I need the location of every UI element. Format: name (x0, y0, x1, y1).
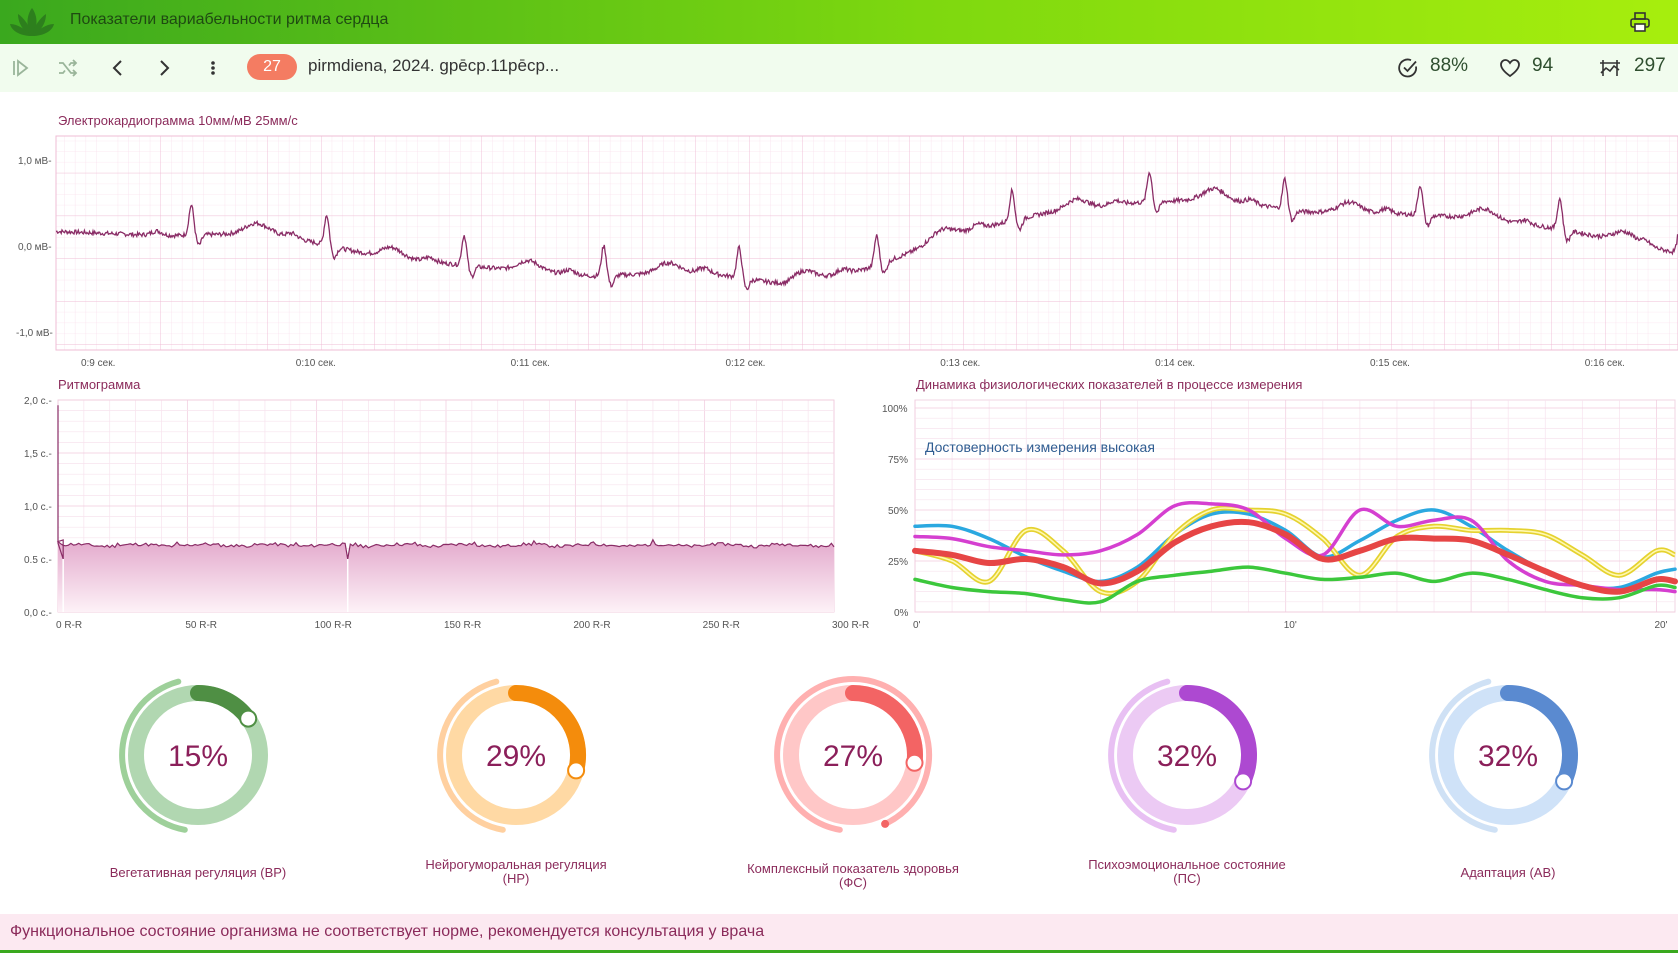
shuffle-icon[interactable] (56, 56, 80, 80)
gauge-knob (567, 761, 586, 780)
gauge-value-arc (508, 685, 586, 779)
dynamics-y-tick: 0% (894, 608, 909, 619)
intervals-count-value: 297 (1634, 55, 1666, 76)
status-bar: Функциональное состояние организма не со… (0, 914, 1678, 950)
rhythm-y-tick: 2,0 с.- (24, 396, 52, 407)
rhythm-x-tick: 50 R-R (185, 620, 217, 631)
gauge: 15% (108, 665, 288, 845)
gauge-label: Адаптация (АВ) (1358, 866, 1658, 880)
gauge-label: Вегетативная регуляция (ВР) (48, 866, 348, 880)
ecg-chart: 1,0 мВ- 0,0 мВ- -1,0 мВ- 0:9 сек. 0:10 се… (16, 135, 1678, 369)
heart-rate-value: 94 (1532, 55, 1554, 76)
ecg-y-ticks: 1,0 мВ- 0,0 мВ- -1,0 мВ- (16, 156, 53, 339)
gauge: 32% (1097, 665, 1277, 845)
ecg-y-tick-0: 0,0 мВ- (18, 242, 52, 253)
more-vertical-icon[interactable] (201, 56, 225, 80)
heart-icon (1500, 59, 1520, 78)
rhythm-y-tick: 1,5 с.- (24, 449, 52, 460)
play-step-icon[interactable] (8, 56, 32, 80)
frame-icon (1600, 60, 1620, 76)
dynamics-chart: 100% 75% 50% 25% 0% 0' 10' 20' Достоверность и… (882, 399, 1678, 631)
ecg-x-tick: 0:12 сек. (725, 358, 765, 369)
ecg-y-tick-1: 1,0 мВ- (18, 156, 52, 167)
gauge-percent: 15% (168, 740, 228, 773)
gauge-knob (1234, 772, 1253, 791)
ecg-x-tick: 0:10 сек. (296, 358, 336, 369)
gauge-knob (905, 753, 924, 772)
dynamics-x-tick: 10' (1284, 620, 1297, 631)
ecg-x-tick: 0:13 сек. (940, 358, 980, 369)
gauge-label-line: Комплексный показатель здоровья (747, 861, 959, 876)
gauge-percent: 32% (1478, 740, 1538, 773)
gauge-label: Комплексный показатель здоровья (ФС) (703, 862, 1003, 890)
rhythmogram-chart: 2,0 с.- 1,5 с.- 1,0 с.- 0.5 с.- 0,0 с.- 0 R-… (24, 396, 869, 631)
record-number-badge[interactable]: 27 (247, 54, 297, 80)
gauge-label-line: (НР) (502, 871, 530, 886)
ecg-x-tick: 0:14 сек. (1155, 358, 1195, 369)
toolbar: 27 pirmdiena, 2024. gpēcp.11pēcp... 88% … (0, 44, 1678, 92)
ecg-x-tick: 0:16 сек. (1585, 358, 1625, 369)
rhythm-title: Ритмограмма (58, 377, 141, 392)
rhythmogram-area (58, 539, 834, 612)
bottom-accent-line (0, 950, 1678, 953)
gauge-label-line: Вегетативная регуляция (ВР) (109, 865, 287, 880)
printer-icon[interactable] (1628, 10, 1652, 34)
chevron-right-icon[interactable] (152, 56, 176, 80)
title-bar: Показатели вариабельности ритма сердца (0, 0, 1678, 44)
gauge-percent: 27% (823, 740, 883, 773)
gauge: 32% (1418, 665, 1598, 845)
ecg-title: Электрокардиограмма 10мм/мВ 25мм/с (58, 113, 298, 128)
quality-value: 88% (1430, 55, 1469, 76)
rhythm-x-tick: 250 R-R (703, 620, 740, 631)
gauge-knob (239, 709, 258, 728)
rhythm-x-tick: 300 R-R (832, 620, 869, 631)
chevron-left-icon[interactable] (106, 56, 130, 80)
ecg-trace (55, 171, 1678, 291)
rhythm-x-tick: 150 R-R (444, 620, 481, 631)
dynamics-y-tick: 75% (888, 455, 908, 466)
status-message: Функциональное состояние организма не со… (10, 923, 765, 940)
record-date[interactable]: pirmdiena, 2024. gpēcp.11pēcp... (308, 56, 560, 75)
gauge-value-arc (1500, 685, 1578, 790)
dynamics-series-line (913, 565, 1677, 605)
rhythm-y-tick: 0.5 с.- (24, 555, 52, 566)
ecg-x-tick: 0:9 сек. (81, 358, 115, 369)
rhythm-y-tick: 1,0 с.- (24, 502, 52, 513)
ecg-y-tick-m1: -1,0 мВ- (16, 328, 53, 339)
rhythmogram-line (56, 405, 835, 560)
gauge-label-line: Адаптация (АВ) (1460, 865, 1556, 880)
gauge-percent: 32% (1157, 740, 1217, 773)
gauge-label-line: (ПС) (1173, 871, 1201, 886)
dynamics-series-line (912, 518, 1678, 595)
gauge-label: Нейрогуморальная регуляция (НР) (366, 858, 666, 886)
app-title: Показатели вариабельности ритма сердца (70, 11, 389, 28)
rhythm-x-tick: 100 R-R (315, 620, 352, 631)
measurement-reliability-note: Достоверность измерения высокая (925, 439, 1155, 455)
gauge: 27% (763, 665, 943, 845)
gauge-value-arc (1179, 685, 1257, 790)
rhythm-x-tick: 0 R-R (56, 620, 82, 631)
gauge: 29% (426, 665, 606, 845)
check-circle-icon (1398, 58, 1417, 78)
gauge-label-line: Психоэмоциональное состояние (1088, 857, 1286, 872)
dynamics-y-tick: 50% (888, 506, 908, 517)
gauge-value-arc (845, 685, 923, 771)
rhythm-x-tick: 200 R-R (573, 620, 610, 631)
dynamics-y-tick: 25% (888, 557, 908, 568)
ecg-x-ticks: 0:9 сек. 0:10 сек. 0:11 сек. 0:12 сек. 0:13 … (81, 358, 1625, 369)
dynamics-title: Динамика физиологических показателей в п… (916, 377, 1303, 392)
gauge-percent: 29% (486, 740, 546, 773)
dynamics-x-tick: 20' (1654, 620, 1667, 631)
dynamics-y-tick: 100% (882, 404, 908, 415)
ecg-x-tick: 0:11 сек. (511, 358, 550, 369)
gauge-label-line: (ФС) (839, 875, 867, 890)
rhythm-y-tick: 0,0 с.- (24, 608, 52, 619)
gauge-label-line: Нейрогуморальная регуляция (425, 857, 607, 872)
lotus-logo-icon (10, 8, 54, 36)
ecg-x-tick: 0:15 сек. (1370, 358, 1410, 369)
dynamics-x-tick: 0' (913, 620, 921, 631)
gauge-label: Психоэмоциональное состояние (ПС) (1037, 858, 1337, 886)
gauge-knob (1555, 772, 1574, 791)
